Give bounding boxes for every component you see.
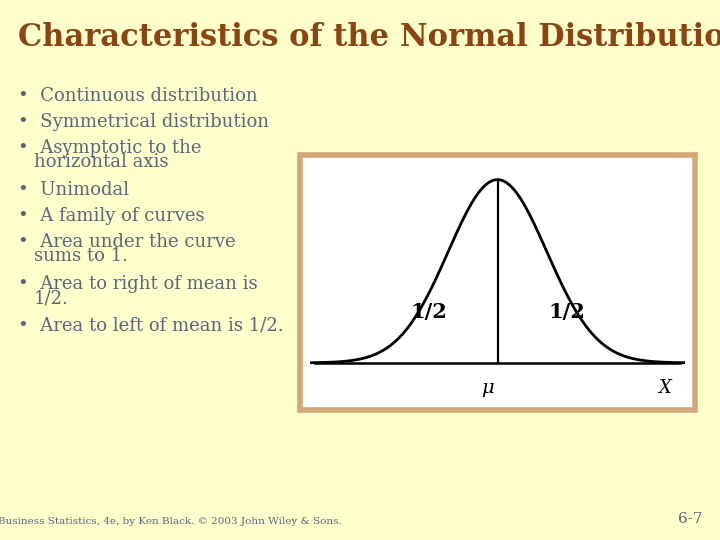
Text: Characteristics of the Normal Distribution: Characteristics of the Normal Distributi… (18, 22, 720, 53)
Text: 1/2: 1/2 (410, 301, 447, 321)
Text: X: X (659, 379, 672, 397)
Text: 1/2: 1/2 (548, 301, 585, 321)
Text: •  Area to left of mean is 1/2.: • Area to left of mean is 1/2. (18, 317, 284, 335)
Text: •  Area to right of mean is: • Area to right of mean is (18, 275, 258, 293)
Text: •  A family of curves: • A family of curves (18, 207, 204, 225)
Text: 1/2.: 1/2. (34, 289, 69, 307)
Text: •  Unimodal: • Unimodal (18, 181, 129, 199)
Text: μ: μ (481, 379, 494, 397)
Text: 6-7: 6-7 (678, 512, 702, 526)
FancyBboxPatch shape (300, 155, 695, 410)
Text: horizontal axis: horizontal axis (34, 153, 168, 171)
Text: Business Statistics, 4e, by Ken Black. © 2003 John Wiley & Sons.: Business Statistics, 4e, by Ken Black. ©… (0, 517, 342, 526)
Text: sums to 1.: sums to 1. (34, 247, 128, 265)
Text: •  Symmetrical distribution: • Symmetrical distribution (18, 113, 269, 131)
Text: •  Asymptotic to the: • Asymptotic to the (18, 139, 202, 157)
Text: •  Area under the curve: • Area under the curve (18, 233, 235, 251)
Text: •  Continuous distribution: • Continuous distribution (18, 87, 258, 105)
